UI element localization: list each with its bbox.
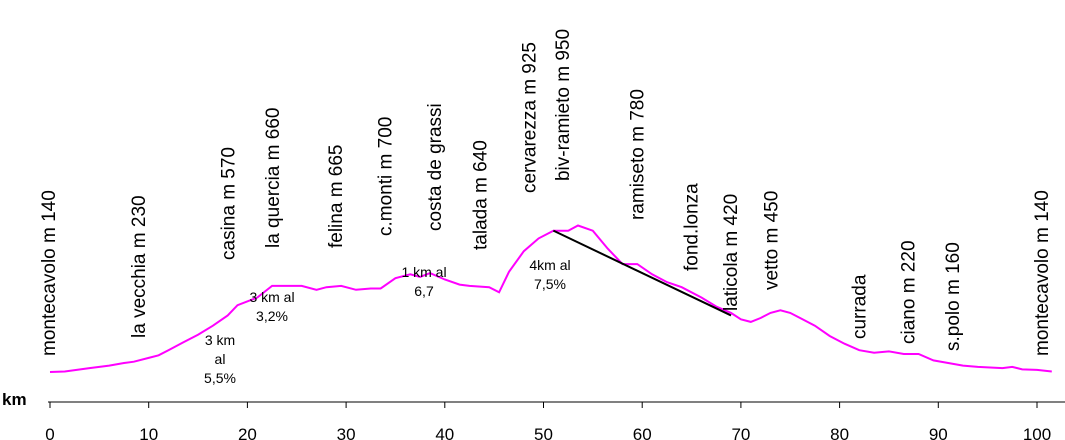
x-tick-label: 30 <box>337 425 356 440</box>
elevation-profile-line <box>49 224 1052 373</box>
place-label: fond.lonza <box>682 183 703 271</box>
gradient-note-line: 1 km al <box>401 264 446 280</box>
place-label: montecavolo m 140 <box>1032 190 1053 356</box>
x-axis-ticks: 0 10 20 30 40 50 60 70 80 90 100 <box>45 402 1051 440</box>
place-label: currada <box>849 274 870 339</box>
place-label: montecavolo m 140 <box>39 190 60 356</box>
x-axis-label: km <box>2 390 27 409</box>
gradient-segment-line <box>552 229 732 317</box>
place-label: talada m 640 <box>470 140 491 250</box>
place-label: c.monti m 700 <box>376 117 397 236</box>
gradient-note-line: 3 km al <box>249 289 294 305</box>
gradient-note-line: 3,2% <box>256 308 288 324</box>
place-label: casina m 570 <box>219 147 240 260</box>
place-label: ciano m 220 <box>899 240 920 344</box>
place-label: la quercia m 660 <box>263 108 284 248</box>
gradient-note-line: 7,5% <box>534 276 566 292</box>
place-label: felina m 665 <box>326 144 347 248</box>
x-tick-label: 60 <box>633 425 652 440</box>
gradient-notes: 3 km al 5,5% 3 km al 3,2% 1 km al 6,7 4km al 7,5… <box>204 257 571 386</box>
place-labels: montecavolo m 140 la vecchia m 230 casina … <box>39 29 1053 356</box>
place-label: cervarezza m 925 <box>520 42 541 193</box>
gradient-note-line: 4km al <box>529 257 570 273</box>
x-tick-label: 70 <box>731 425 750 440</box>
place-label: biv-ramieto m 950 <box>553 29 574 181</box>
gradient-note-line: 5,5% <box>204 370 236 386</box>
x-tick-label: 0 <box>45 425 54 440</box>
gradient-note-line: 3 km <box>205 332 235 348</box>
x-tick-label: 80 <box>830 425 849 440</box>
place-label: ramiseto m 780 <box>627 89 648 220</box>
place-label: vetto m 450 <box>762 191 783 290</box>
x-tick-label: 100 <box>1023 425 1051 440</box>
x-tick-label: 20 <box>238 425 257 440</box>
gradient-note-line: 6,7 <box>414 283 434 299</box>
x-tick-label: 40 <box>435 425 454 440</box>
x-tick-label: 90 <box>929 425 948 440</box>
x-tick-label: 10 <box>139 425 158 440</box>
x-tick-label: 50 <box>534 425 553 440</box>
place-label: costa de grassi <box>425 103 446 231</box>
gradient-note-line: al <box>215 351 226 367</box>
place-label: s.polo m 160 <box>943 242 964 351</box>
place-label: laticola m 420 <box>721 194 742 311</box>
place-label: la vecchia m 230 <box>129 195 150 338</box>
